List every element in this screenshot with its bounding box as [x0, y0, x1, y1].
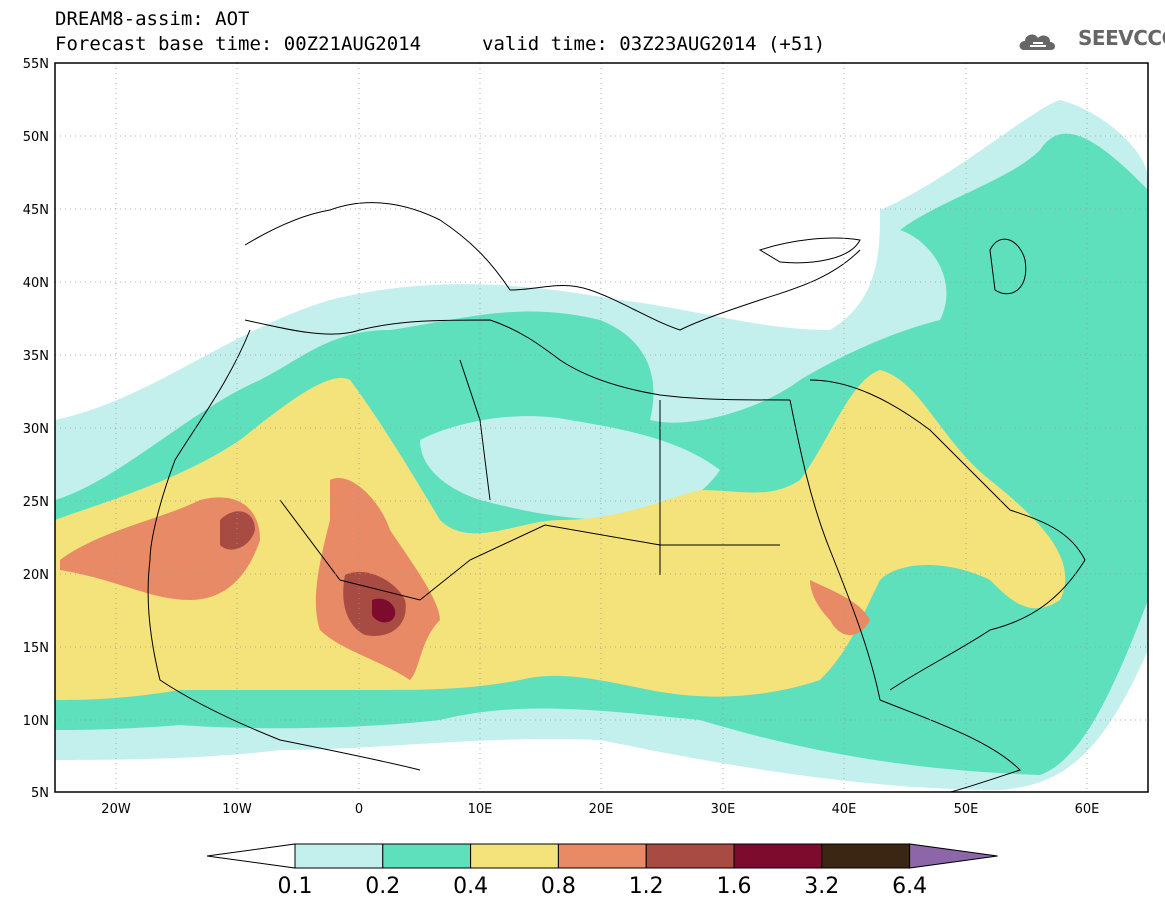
- lat-label: 10N: [23, 714, 49, 729]
- logo-text: SEEVCCC: [1078, 26, 1165, 50]
- lat-label: 55N: [23, 57, 49, 72]
- lat-label: 25N: [23, 495, 49, 510]
- coast-red-sea: [789, 399, 881, 701]
- colorbar-box: [645, 843, 735, 869]
- colorbar-overflow-arrow: [909, 843, 998, 869]
- lat-label: 35N: [23, 349, 49, 364]
- colorbar-label: 0.2: [365, 874, 400, 899]
- aot-patch-08c: [810, 580, 870, 635]
- aot-interior-low: [420, 416, 720, 520]
- lon-label: 10E: [468, 802, 493, 817]
- lat-label: 30N: [23, 422, 49, 437]
- colorbar-label: 1.6: [717, 874, 752, 899]
- colorbar-box: [557, 843, 647, 869]
- lon-label: 20W: [101, 802, 131, 817]
- lon-label: 0: [355, 802, 363, 817]
- coast-europe: [244, 202, 861, 331]
- coast-caspian: [989, 238, 1027, 295]
- lat-label: 20N: [23, 568, 49, 583]
- lon-label: 10W: [222, 802, 252, 817]
- forecast-base-time: Forecast base time: 00Z21AUG2014: [55, 33, 422, 55]
- map-title: DREAM8-assim: AOT: [55, 8, 250, 30]
- graticule: [55, 63, 1148, 792]
- aot-core-16: [372, 598, 396, 623]
- valid-time: valid time: 03Z23AUG2014 (+51): [482, 33, 826, 55]
- coastlines: [147, 202, 1086, 792]
- colorbar-box: [821, 843, 911, 869]
- lon-labels: 20W 10W 0 10E 20E 30E 40E 50E 60E: [101, 802, 1099, 817]
- colorbar-label: 3.2: [804, 874, 839, 899]
- colorbar-label: 1.2: [629, 874, 664, 899]
- lat-label: 45N: [23, 203, 49, 218]
- coast-horn-africa: [879, 699, 1021, 792]
- coast-arabia: [809, 379, 1086, 691]
- map-frame: [54, 62, 1149, 793]
- colorbar-box: [733, 843, 823, 869]
- border-sahara-2: [459, 359, 491, 501]
- lat-label: 5N: [31, 786, 49, 801]
- colorbar-label: 6.4: [892, 874, 927, 899]
- colorbar-label: 0.4: [453, 874, 488, 899]
- colorbar-box: [294, 843, 384, 869]
- colorbar-underflow-arrow: [206, 843, 296, 869]
- colorbar-label: 0.8: [541, 874, 576, 899]
- lon-label: 30E: [711, 802, 736, 817]
- lon-label: 40E: [832, 802, 857, 817]
- lon-label: 60E: [1075, 802, 1100, 817]
- aot-band-04: [55, 370, 1066, 700]
- lat-label: 15N: [23, 641, 49, 656]
- seevccc-logo: [1019, 34, 1056, 50]
- coast-africa-west: [147, 329, 421, 771]
- colorbar-boxes: [206, 843, 998, 869]
- lat-label: 40N: [23, 276, 49, 291]
- lat-label: 50N: [23, 130, 49, 145]
- colorbar-label: 0.1: [278, 874, 313, 899]
- coast-black-sea: [758, 237, 861, 264]
- colorbar-box: [382, 843, 472, 869]
- lat-labels: 55N 50N 45N 40N 35N 30N 25N 20N 15N 10N …: [23, 57, 49, 801]
- aot-patch-12a: [220, 511, 255, 550]
- lon-label: 20E: [589, 802, 614, 817]
- colorbar-labels: 0.1 0.2 0.4 0.8 1.2 1.6 3.2 6.4: [278, 874, 928, 899]
- lon-label: 50E: [954, 802, 979, 817]
- colorbar-box: [470, 843, 559, 869]
- coast-africa-north: [244, 319, 791, 401]
- aot-shading: [55, 100, 1148, 790]
